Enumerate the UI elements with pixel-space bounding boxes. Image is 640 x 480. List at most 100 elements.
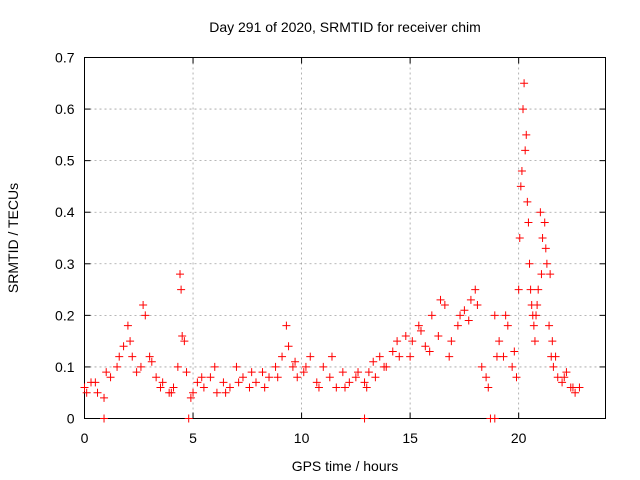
data-point [524, 218, 533, 227]
data-point [427, 311, 436, 320]
data-point [375, 352, 384, 361]
data-point [503, 321, 512, 330]
data-point [528, 311, 537, 320]
data-point [197, 373, 206, 382]
data-point [113, 362, 122, 371]
data-point [523, 197, 532, 206]
data-point [395, 352, 404, 361]
data-point [516, 182, 525, 191]
data-point [306, 352, 315, 361]
data-point [225, 383, 234, 392]
y-tick-label: 0.2 [55, 307, 75, 323]
data-point [93, 388, 102, 397]
data-point [538, 234, 547, 242]
data-point [232, 362, 241, 371]
data-point [490, 311, 499, 320]
data-point [530, 337, 539, 346]
data-point [351, 373, 360, 382]
data-point [434, 331, 443, 340]
data-point [542, 259, 551, 268]
data-point [193, 378, 202, 387]
data-point [206, 373, 215, 382]
x-tick-label: 15 [402, 430, 418, 446]
data-point [558, 378, 567, 387]
data-point [490, 414, 499, 423]
y-tick-label: 0.5 [55, 153, 75, 169]
data-point [158, 378, 167, 387]
data-point [327, 352, 336, 361]
data-point [520, 79, 529, 88]
data-point [293, 373, 302, 382]
y-tick-label: 0.1 [55, 359, 75, 375]
data-point [177, 285, 186, 294]
data-point [189, 388, 198, 397]
data-point [184, 414, 193, 423]
data-point [453, 321, 462, 330]
data-points [80, 79, 584, 423]
data-point [126, 337, 135, 346]
data-point [477, 362, 486, 371]
data-point [514, 285, 523, 294]
y-tick-label: 0 [67, 411, 75, 427]
data-point [515, 234, 524, 242]
data-point [234, 378, 243, 387]
data-point [408, 337, 417, 346]
data-point [571, 388, 580, 397]
data-point [525, 259, 534, 268]
data-point [495, 337, 504, 346]
data-point [260, 383, 269, 392]
data-point [536, 208, 545, 217]
data-point [551, 352, 560, 361]
data-point [464, 316, 473, 325]
data-point [152, 373, 161, 382]
data-point [380, 362, 389, 371]
y-tick-label: 0.4 [55, 204, 75, 220]
data-point [362, 383, 371, 392]
data-point [80, 383, 89, 392]
data-point [178, 331, 187, 340]
data-point [341, 383, 349, 392]
data-point [371, 373, 380, 382]
data-point [406, 352, 415, 361]
data-point [128, 352, 137, 361]
data-point [510, 347, 519, 356]
data-point [519, 105, 528, 114]
data-point [546, 270, 555, 279]
data-point [534, 285, 543, 294]
y-axis-label: SRMTID / TECUs [5, 183, 21, 293]
data-point [540, 218, 549, 227]
data-point [115, 352, 124, 361]
data-point [100, 414, 109, 423]
data-point [132, 368, 141, 377]
data-point [136, 362, 145, 371]
data-point [456, 311, 465, 320]
data-point [325, 373, 334, 382]
data-point [238, 373, 247, 382]
data-point [484, 383, 493, 392]
data-point [271, 362, 280, 371]
data-point [447, 337, 456, 346]
x-axis-label: GPS time / hours [292, 458, 399, 474]
data-point [221, 388, 230, 397]
data-point [364, 368, 373, 377]
tick-layer: 0 5 10 15 20 0 0.1 0.2 0.3 0.4 0.5 0.6 0.7 [55, 50, 606, 446]
data-point [199, 383, 208, 392]
data-point [147, 357, 156, 366]
data-point [360, 414, 369, 423]
data-point [247, 368, 256, 377]
data-point [482, 373, 491, 382]
data-point [414, 321, 423, 330]
chart-title: Day 291 of 2020, SRMTID for receiver chi… [209, 19, 481, 35]
data-point [156, 383, 165, 392]
data-point [319, 362, 328, 371]
data-point [91, 378, 100, 387]
x-tick-label: 5 [189, 430, 197, 446]
data-point [258, 368, 267, 377]
data-point [100, 393, 109, 402]
data-point [517, 166, 526, 175]
data-point [508, 362, 517, 371]
data-point [345, 378, 354, 387]
grid-layer [84, 57, 606, 419]
data-point [526, 285, 535, 294]
